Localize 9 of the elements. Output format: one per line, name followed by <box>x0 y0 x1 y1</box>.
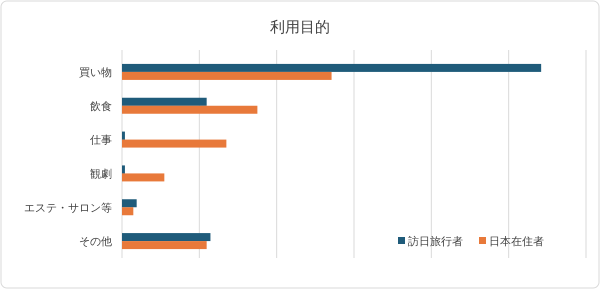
category: 買い物 <box>79 66 112 79</box>
legend: 日本在住者 <box>489 235 544 248</box>
category: その他 <box>79 235 112 248</box>
category: 飲食 <box>90 100 112 113</box>
title: 利用目的 <box>270 18 330 36</box>
category: 観劇 <box>90 167 112 180</box>
category: 仕事 <box>90 134 112 147</box>
legend: 訪日旅行者 <box>408 235 463 248</box>
category: エステ・サロン等 <box>24 201 112 214</box>
